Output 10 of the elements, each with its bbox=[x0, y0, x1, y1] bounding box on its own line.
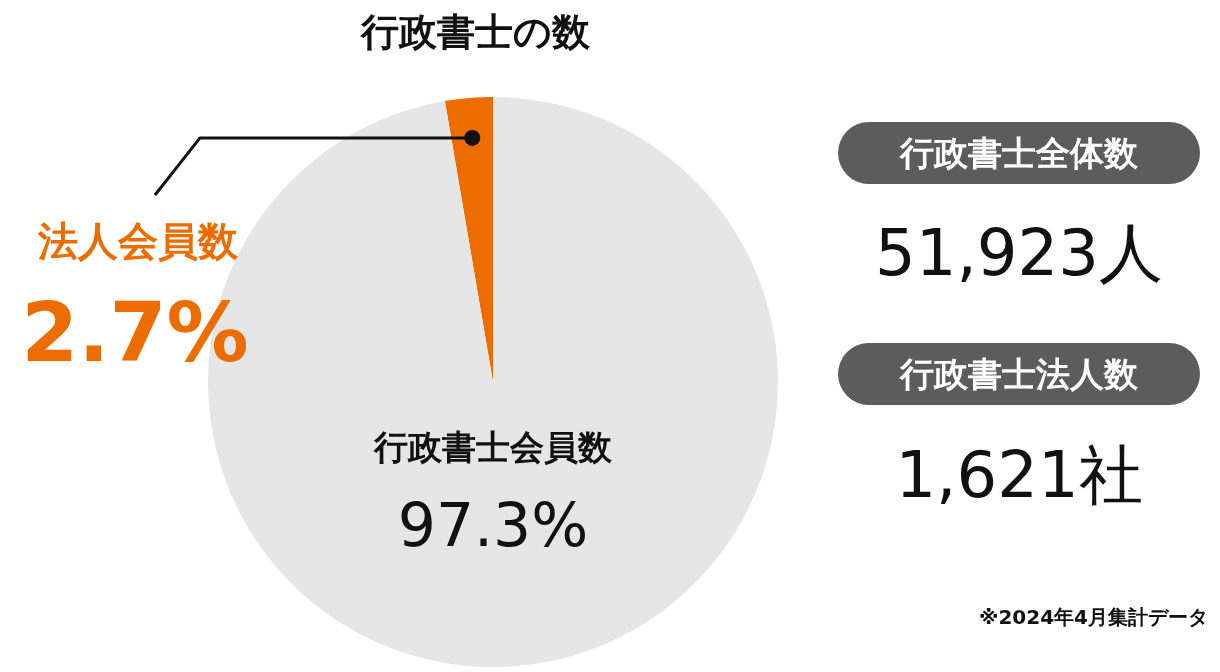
text: 51,923人 bbox=[874, 215, 1164, 292]
text: 1,621社 bbox=[894, 437, 1144, 514]
data-label: 2.7% bbox=[21, 285, 249, 381]
slice-label: 行政書士会員数 bbox=[373, 426, 613, 467]
text: ※2024年4月集計データ bbox=[978, 604, 1208, 631]
text: 行政書士法人数 bbox=[838, 343, 1200, 405]
slice-label: 法人会員数 bbox=[37, 218, 239, 265]
text: 行政書士全体数 bbox=[838, 122, 1200, 184]
data-label: 97.3% bbox=[397, 489, 589, 560]
chart-title: 行政書士の数 bbox=[358, 9, 591, 54]
